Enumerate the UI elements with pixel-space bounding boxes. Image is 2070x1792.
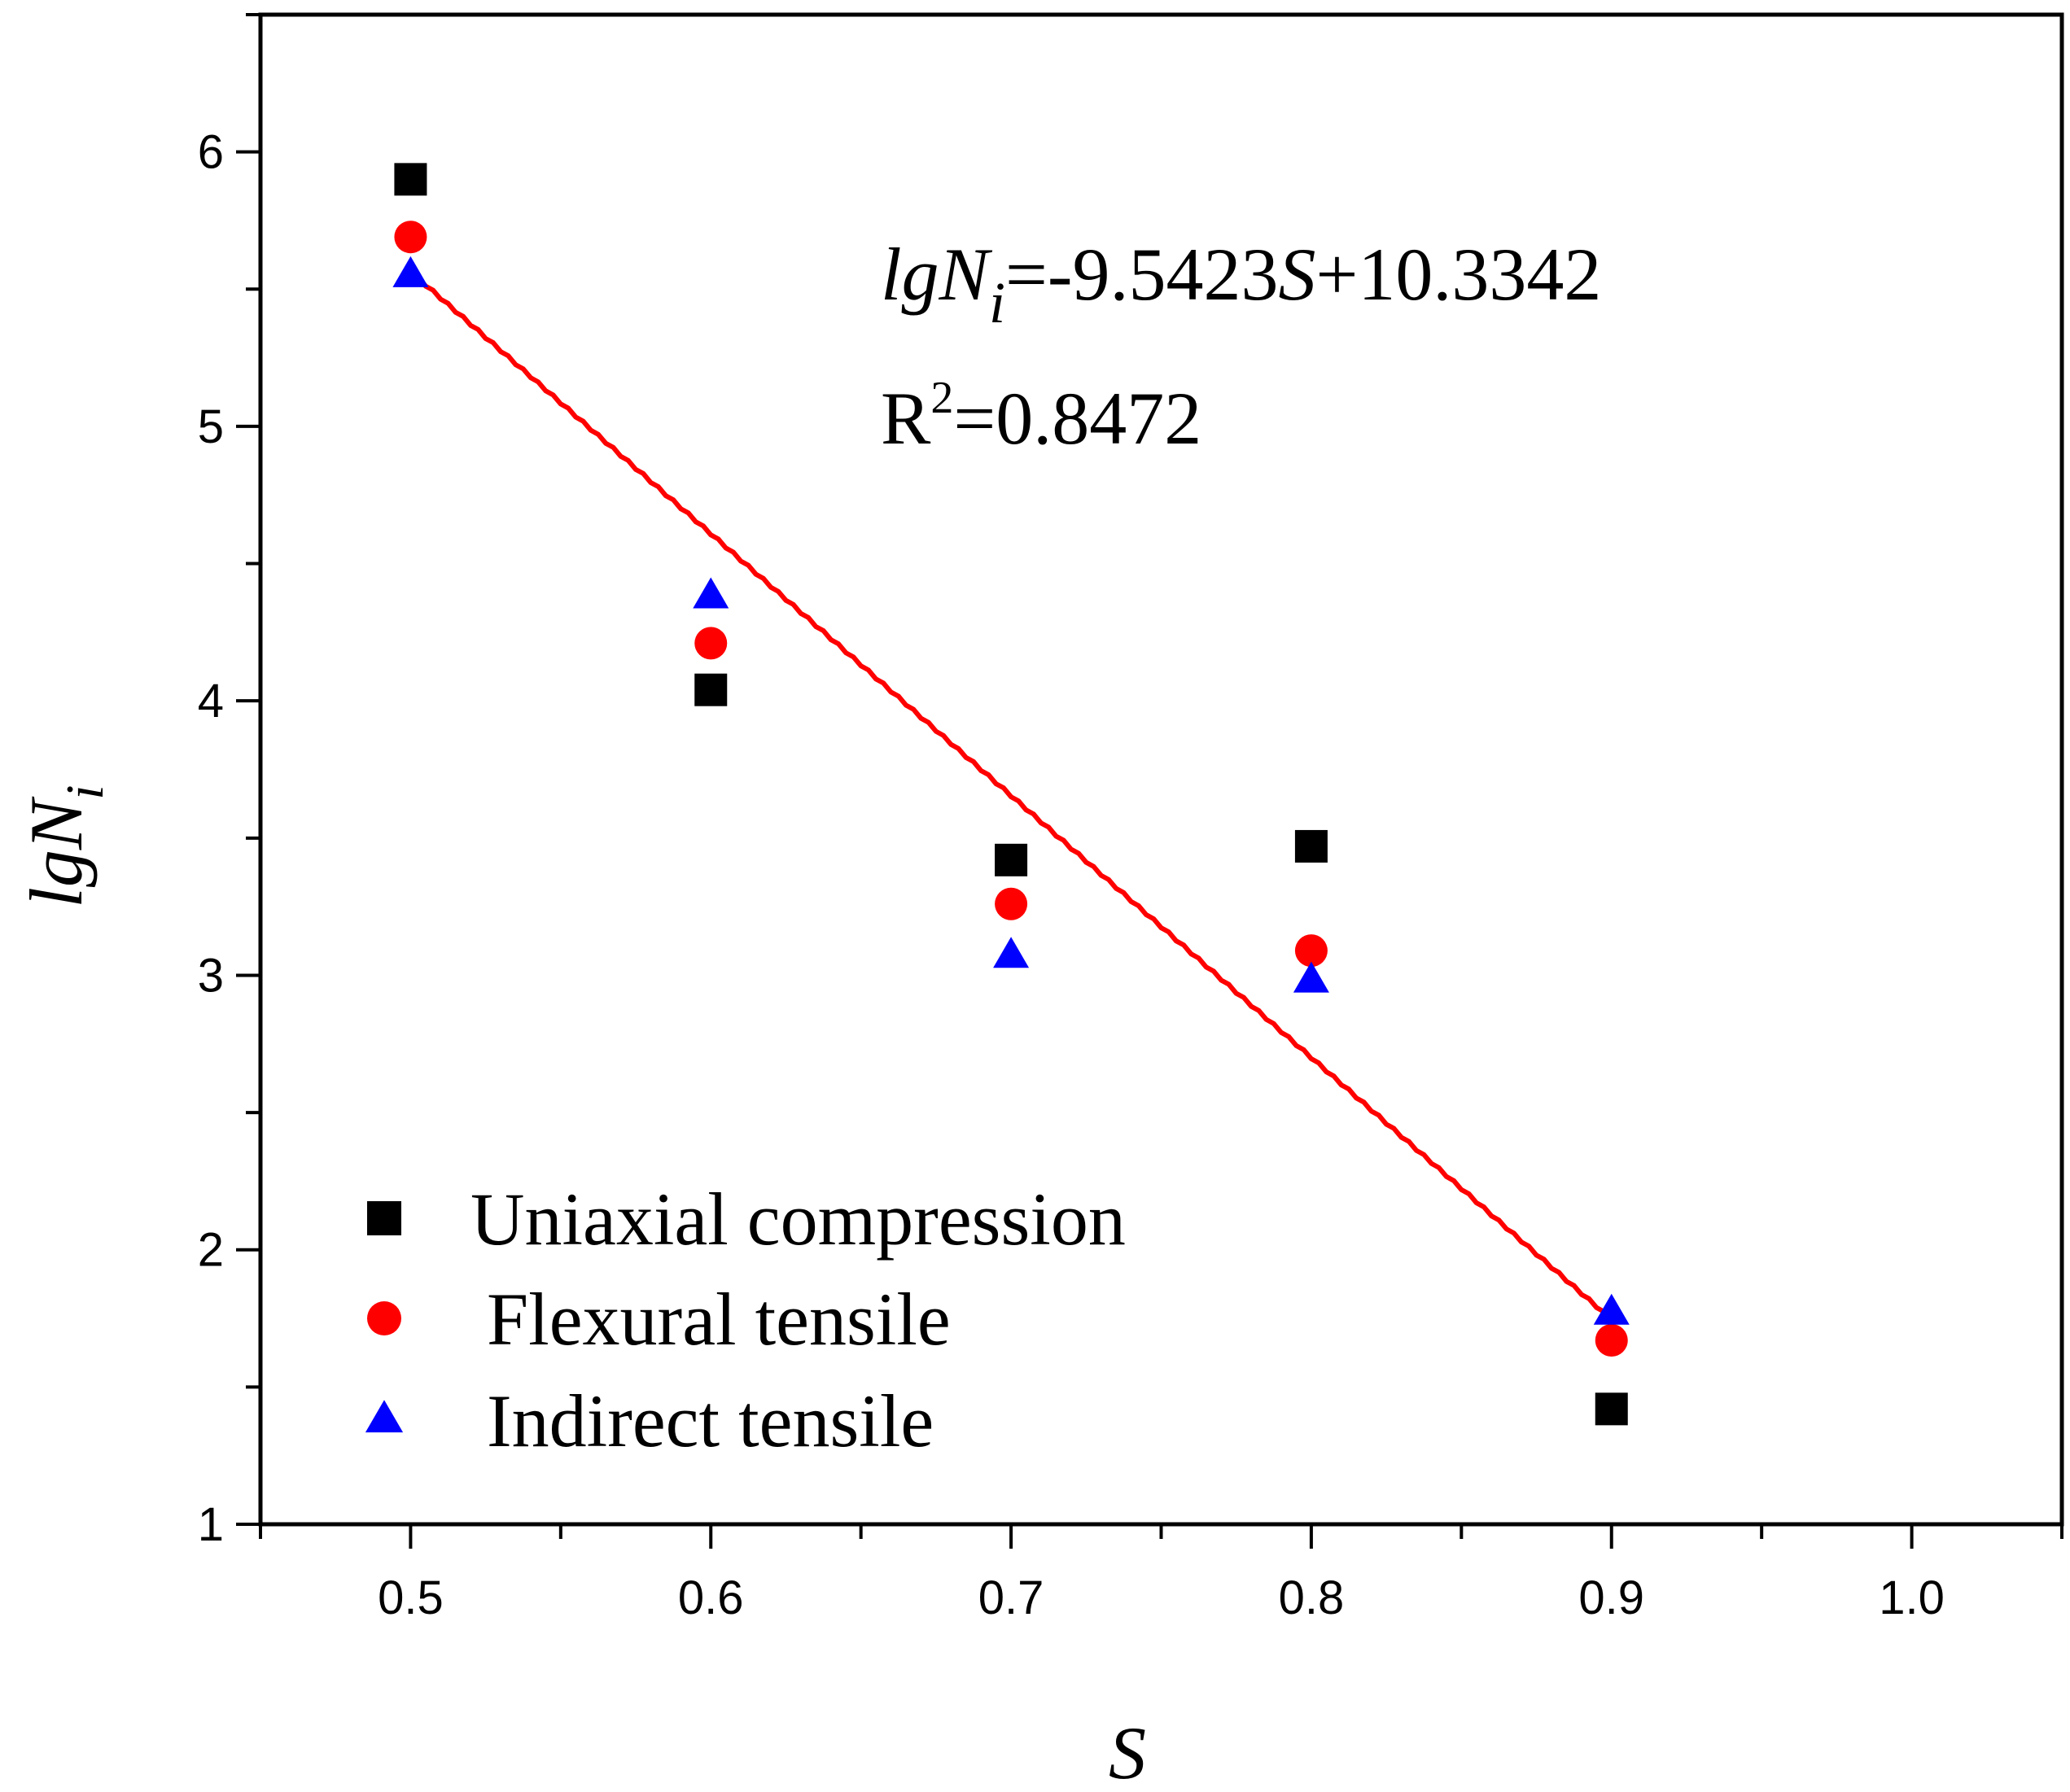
y-tick-label: 1 (198, 1498, 224, 1551)
triangle-point (1293, 961, 1329, 993)
circle-point (995, 887, 1028, 920)
y-axis-label: lgNi (15, 785, 115, 907)
y-tick-label: 3 (198, 949, 224, 1002)
legend-square-marker (367, 1201, 401, 1235)
square-point (394, 163, 427, 196)
x-tick-label: 0.9 (1578, 1571, 1644, 1624)
y-tick-label: 2 (198, 1224, 224, 1277)
legend-label: Flexural tensile (487, 1278, 951, 1361)
x-tick-label: 0.6 (678, 1571, 744, 1624)
x-tick-label: 0.7 (978, 1571, 1044, 1624)
square-point (694, 673, 728, 706)
x-tick-label: 0.5 (378, 1571, 444, 1624)
y-tick-label: 6 (198, 126, 224, 179)
x-tick-label: 0.8 (1279, 1571, 1345, 1624)
square-point (1294, 829, 1328, 863)
triangle-point (1593, 1293, 1630, 1325)
legend: Uniaxial compression Flexural tensile Indi… (365, 1178, 1126, 1462)
triangle-point (993, 937, 1030, 968)
axes: 0.5 0.6 0.7 0.8 0.9 1.0 1 2 3 4 5 6 (198, 13, 2063, 1624)
triangle-point (693, 577, 729, 609)
r-squared: R2=0.8472 (881, 373, 1201, 460)
legend-circle-marker (367, 1301, 401, 1335)
circle-point (1294, 934, 1328, 968)
legend-triangle-marker (365, 1400, 404, 1433)
legend-label: Uniaxial compression (470, 1178, 1126, 1261)
y-tick-label: 4 (198, 675, 224, 728)
square-point (995, 843, 1028, 876)
data-points (392, 163, 1630, 1426)
x-axis-label: S (1109, 1711, 1146, 1792)
y-tick-label: 5 (198, 400, 224, 453)
fit-equation: lgNi=-9.5423S+10.3342 (881, 233, 1601, 335)
circle-point (394, 221, 427, 254)
circle-point (694, 627, 728, 660)
circle-point (1595, 1324, 1628, 1357)
triangle-point (392, 256, 429, 287)
fit-line (409, 270, 1614, 1322)
square-point (1595, 1392, 1628, 1426)
x-tick-label: 1.0 (1879, 1571, 1945, 1624)
legend-label: Indirect tensile (487, 1379, 934, 1462)
